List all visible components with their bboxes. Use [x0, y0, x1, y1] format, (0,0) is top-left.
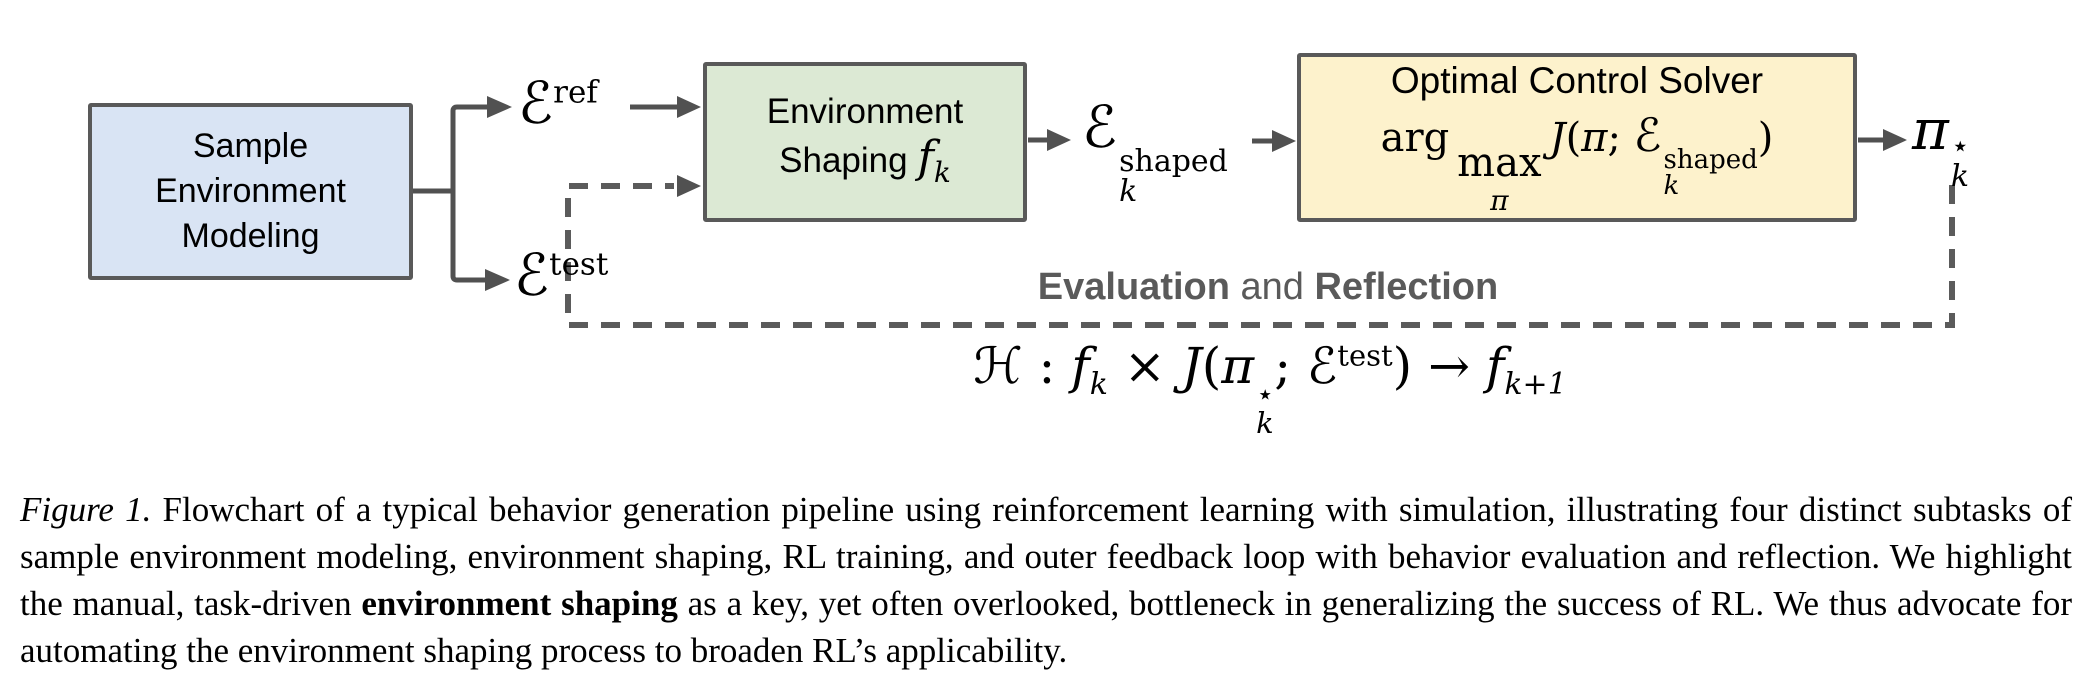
- e-shaped-supsub: shaped k: [1119, 144, 1228, 210]
- formula-J: J: [1181, 337, 1202, 395]
- and-word: and: [1229, 266, 1315, 308]
- argmax-arg: arg: [1380, 115, 1450, 162]
- argmax-max: max: [1457, 139, 1542, 186]
- formula-close-paren: ): [1392, 337, 1413, 395]
- formula-open-paren: (: [1201, 337, 1222, 395]
- e-shaped-script-e: ℰ: [1082, 93, 1118, 161]
- formula-f2: f: [1485, 337, 1505, 395]
- formula-semicolon: ;: [1274, 337, 1308, 395]
- feedback-dashed-loop: [565, 183, 1955, 328]
- environment-shaping-box: Environment Shaping fk: [703, 62, 1027, 222]
- flow-svg: [413, 96, 1955, 328]
- ocs-close-paren: ): [1757, 115, 1774, 162]
- e-ref-label: ℰref: [518, 74, 598, 133]
- sample-box-line2: Environment: [155, 172, 346, 210]
- formula-e-sup: test: [1337, 338, 1393, 373]
- pi-star-supsub: ⋆ k: [1950, 128, 1970, 194]
- feedback-arrowhead: [677, 175, 701, 197]
- formula-colon: :: [1022, 337, 1072, 395]
- evaluation-reflection-label: Evaluation and Reflection: [968, 266, 1568, 308]
- sample-environment-modeling-box: Sample Environment Modeling: [88, 103, 413, 280]
- shaping-fn-symbol: fk: [917, 131, 951, 189]
- argmax-under-pi: π: [1490, 183, 1509, 217]
- e-test-label: ℰtest: [514, 246, 608, 305]
- e-ref-arrowhead: [487, 96, 512, 118]
- solver-input-arrowhead: [1272, 130, 1296, 152]
- shaping-box-line1: Environment: [766, 91, 964, 131]
- ocs-e-supsub: shaped k: [1663, 144, 1758, 201]
- formula-f1-sub: k: [1089, 367, 1108, 402]
- pi-star-pi: π: [1912, 98, 1949, 163]
- ocs-semicolon: ;: [1607, 115, 1634, 162]
- ocs-open-paren: (: [1565, 115, 1582, 162]
- formula-pi-supsub: ⋆ k: [1256, 377, 1275, 440]
- evaluation-word: Evaluation: [1037, 266, 1230, 308]
- formula-f1: f: [1071, 337, 1090, 395]
- ocs-script-e: ℰ: [1633, 108, 1662, 163]
- shaping-box-line2: Shaping fk: [779, 131, 951, 196]
- formula-script-e: ℰ: [1307, 337, 1338, 395]
- formula-times: ×: [1107, 337, 1182, 395]
- e-ref-script-e: ℰ: [518, 69, 554, 137]
- ocs-J: J: [1549, 115, 1566, 162]
- e-test-arrowhead: [485, 269, 510, 291]
- formula-script-h: ℋ: [973, 337, 1023, 395]
- branch-fork-line: [450, 104, 488, 283]
- e-test-sup: test: [549, 246, 609, 283]
- shaped-output-arrowhead: [1047, 129, 1071, 151]
- caption-figure-tag: Figure 1.: [20, 490, 152, 529]
- e-test-script-e: ℰ: [514, 241, 550, 309]
- caption-body2: as a key, yet often overlooked, bottlene…: [20, 584, 2073, 670]
- reflection-word: Reflection: [1314, 266, 1499, 308]
- update-formula: ℋ : fk × J(π ⋆ k; ℰtest) → fk+1: [770, 341, 1770, 438]
- argmax-stack: max π: [1457, 143, 1541, 215]
- caption-body1: Flowchart of a typical behavior generati…: [20, 490, 2072, 623]
- e-ref-sup: ref: [553, 74, 598, 111]
- shaping-box-label: Shaping: [779, 140, 908, 180]
- caption-bold-phrase: environment shaping: [361, 584, 678, 623]
- formula-arrow: →: [1412, 337, 1486, 395]
- shaping-input-arrowhead: [677, 96, 701, 118]
- sample-box-line3: Modeling: [181, 217, 320, 255]
- formula-f2-sub: k+1: [1504, 367, 1567, 402]
- pi-star-label: π ⋆ k: [1912, 103, 1970, 192]
- ocs-pi: π: [1581, 115, 1608, 162]
- solver-output-arrowhead: [1883, 129, 1907, 151]
- sample-box-line1: Sample: [192, 127, 309, 165]
- figure-caption: Figure 1. Flowchart of a typical behavio…: [20, 486, 2072, 674]
- formula-pi: π: [1221, 337, 1255, 395]
- solver-box-title: Optimal Control Solver: [1390, 60, 1764, 102]
